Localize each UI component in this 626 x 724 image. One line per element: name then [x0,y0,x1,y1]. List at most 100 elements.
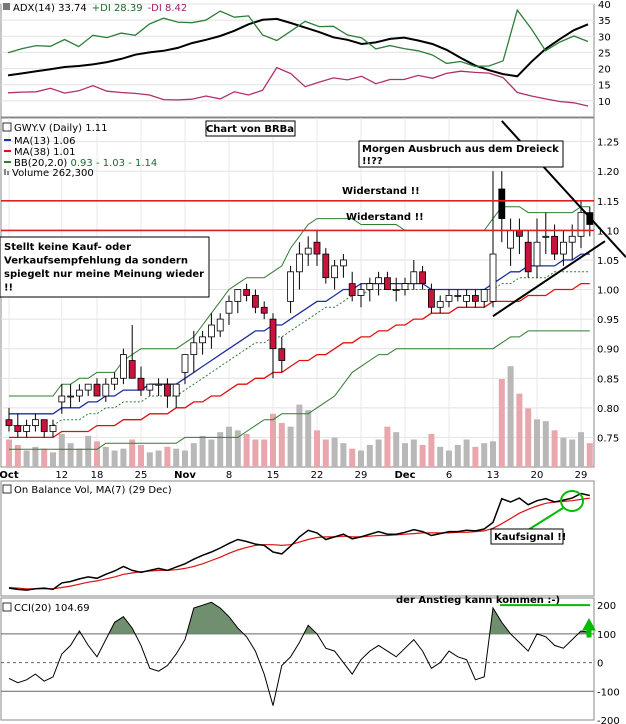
volume-bar [437,446,444,467]
candle-body [207,324,215,338]
price-y-tick-label: 1.05 [597,256,619,267]
volume-bar [498,379,505,467]
adx-series-line-2 [7,66,589,107]
candle-body [120,354,127,379]
ma13-legend-label: MA(13) 1.06 [14,136,75,147]
volume-bar [542,421,549,467]
adx-y-tick-label: 35 [598,16,611,27]
volume-bar [463,439,470,467]
date-tick-label: 12 [55,470,68,481]
volume-bar [278,423,285,467]
breakout-text-line1: Morgen Ausbruch aus dem Dreieck [362,144,559,155]
candle-body [304,247,312,255]
volume-bar [375,439,382,467]
candle-body [93,383,101,397]
candle-body [348,283,356,296]
candle-body [181,354,189,373]
volume-bar [569,439,576,467]
widerstand-upper-label: Widerstand !! [342,186,420,197]
volume-bar [402,443,408,467]
volume-bar [243,434,250,467]
adx-legend-icon [3,3,10,10]
candle-body [533,241,541,267]
volume-bar [6,439,12,467]
candle-body [58,395,66,403]
candle-body [383,277,391,290]
breakout-box [358,140,564,168]
cci-y-tick-label: 200 [597,601,616,612]
candle-body [5,419,13,426]
candle-body [551,235,558,255]
volume-bar [305,410,312,467]
volume-bar [358,450,364,467]
volume-bar [410,439,417,467]
date-tick-label: 18 [91,470,104,481]
candle-body [366,283,374,290]
volume-bar [472,446,479,467]
volume-bar [428,434,435,467]
bb-lower-line [9,330,590,450]
volume-legend-icon [7,171,9,175]
volume-bar [525,408,532,467]
price-y-tick-label: 0.90 [597,345,619,356]
candle-body [84,383,92,391]
price-y-tick-label: 1.25 [597,138,619,149]
adx-legend-entry: +DI 28.39 [92,3,143,14]
candle-body [419,271,427,285]
date-tick-label: 29 [575,470,588,481]
candle-body [507,229,515,249]
candle-body [454,295,462,297]
volume-bar [111,450,118,467]
volume-bar [226,426,232,467]
candle-body [516,229,523,237]
price-legend-title: GWY.V (Daily) 1.11 [14,123,107,134]
candle-body [216,318,224,332]
candle-body [128,360,136,379]
volume-bar [190,443,197,467]
volume-bar [58,434,65,467]
candle-body [32,419,39,426]
kaufsignal-pointer [527,507,564,531]
obv-line [8,492,590,591]
candle-body [14,425,22,432]
candle-body [111,377,118,385]
price-y-tick-label: 0.80 [597,404,619,415]
cci-legend-icon [2,602,12,612]
candle-body [489,253,497,302]
candle-body [542,235,550,238]
cci-legend-label: CCI(20) 104.69 [14,603,90,614]
date-tick-label: Dec [394,470,415,481]
candle-body [225,300,233,314]
candle-body [137,377,145,391]
candle-body [251,295,259,308]
obv-ma-line [8,497,590,590]
candle-body [67,395,74,398]
disclaimer-text-line: spiegelt nur meine Meinung wieder [4,269,204,280]
adx-series-line-0 [7,17,589,78]
date-tick-label: 25 [135,470,148,481]
adx-panel-frame [0,3,595,118]
adx-legend-entry: ADX(14) 33.74 [13,3,87,14]
volume-bar [102,446,109,467]
volume-bar [534,419,540,467]
volume-bar [551,430,558,467]
volume-bar [314,430,320,467]
date-tick-label: 6 [446,470,452,481]
candle-body [155,383,163,386]
candle-body [480,289,488,302]
volume-bar [23,450,30,467]
cci-y-tick-label: 100 [597,630,616,641]
volume-bar [234,430,241,467]
volume-bar [14,445,21,467]
volume-bar [287,426,294,467]
adx-legend: ADX(14) 33.74 +DI 28.39 -DI 8.42 [13,3,187,14]
candle-body [392,289,400,291]
candle-body [260,306,268,314]
adx-y-tick-label: 10 [598,97,611,108]
volume-bar [384,426,391,467]
anstieg-label: der Anstieg kann kommen :-) [396,595,560,606]
cci-y-tick-label: -200 [597,716,620,724]
volume-bar [586,443,593,467]
watermark-box [205,120,296,137]
candle-body [436,300,444,308]
